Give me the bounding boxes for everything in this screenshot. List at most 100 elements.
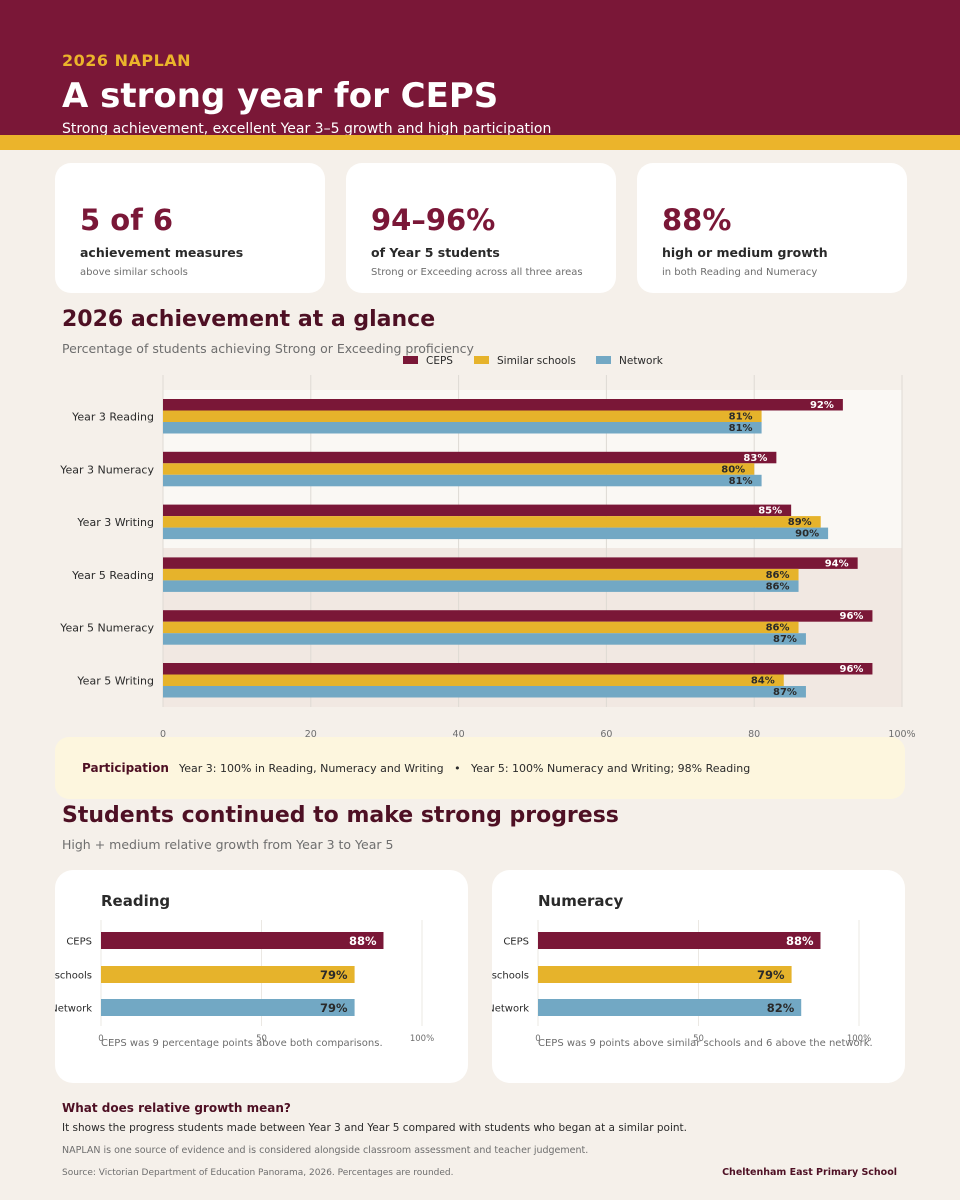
growth-card-title: Reading <box>101 892 171 910</box>
data-label: 84% <box>751 676 775 687</box>
participation-label: Participation <box>82 761 169 775</box>
x-tick-label: 0 <box>535 1034 540 1044</box>
participation-text: Year 3: 100% in Reading, Numeracy and Wr… <box>179 762 751 775</box>
bar <box>163 557 858 569</box>
x-tick-label: 60 <box>600 729 612 740</box>
bar <box>163 516 821 528</box>
growth-card-numeracy: 0 50 100% CEPS 88% Similar schools 79% Network 8… <box>492 870 905 1083</box>
growth-title: Students continued to make strong progre… <box>62 803 619 828</box>
x-tick-label: 100% <box>847 1034 871 1044</box>
bar <box>163 527 829 540</box>
data-label: 79% <box>320 968 348 982</box>
growth-card-title: Numeracy <box>538 892 624 910</box>
bar <box>538 999 802 1016</box>
bar <box>101 932 384 949</box>
data-label: 89% <box>788 517 812 528</box>
stat-value: 94–96% <box>371 203 496 237</box>
stat-note: Strong or Exceeding across all three are… <box>371 267 583 278</box>
data-label: 79% <box>320 1001 348 1015</box>
page-subtitle: Strong achievement, excellent Year 3–5 g… <box>62 121 552 137</box>
reading-growth-chart: 0 50 100% CEPS 88% Similar schools 79% Network 7… <box>55 920 434 1044</box>
achievement-title: 2026 achievement at a glance <box>62 307 436 332</box>
category-label: Network <box>55 1004 92 1015</box>
category-label: CEPS <box>503 937 529 948</box>
bar <box>163 663 873 675</box>
header-banner: 2026 NAPLAN A strong year for CEPS Stron… <box>0 0 960 137</box>
bar <box>163 621 799 634</box>
bar <box>163 451 777 464</box>
category-label: Year 5 Numeracy <box>59 622 154 635</box>
data-label: 94% <box>825 558 849 569</box>
data-label: 86% <box>766 570 790 581</box>
x-tick-label: 0 <box>160 729 166 740</box>
stat-value: 88% <box>662 203 732 237</box>
explainer-note: NAPLAN is one source of evidence and is … <box>62 1145 589 1156</box>
stat-card-achievement: 5 of 6 achievement measures above simila… <box>55 163 325 293</box>
category-label: CEPS <box>66 937 92 948</box>
data-label: 96% <box>840 664 864 675</box>
category-label: Year 3 Reading <box>71 411 154 424</box>
source-note: Source: Victorian Department of Educatio… <box>62 1168 454 1178</box>
school-name: Cheltenham East Primary School <box>722 1167 897 1178</box>
numeracy-growth-chart: 0 50 100% CEPS 88% Similar schools 79% Network 8… <box>492 920 871 1044</box>
bar <box>163 686 806 698</box>
category-label: Year 5 Writing <box>76 675 154 688</box>
x-tick-label: 100% <box>410 1034 434 1044</box>
data-label: 82% <box>767 1001 795 1015</box>
growth-card-note: CEPS was 9 percentage points above both … <box>101 1038 383 1049</box>
bar <box>163 399 843 411</box>
data-label: 80% <box>721 464 745 475</box>
data-label: 86% <box>766 581 790 592</box>
legend-swatch <box>403 356 418 364</box>
bar <box>163 422 762 434</box>
stat-label: high or medium growth <box>662 245 828 260</box>
growth-card-reading: 0 50 100% CEPS 88% Similar schools 79% Network 7… <box>55 870 468 1083</box>
stat-value: 5 of 6 <box>80 203 174 237</box>
legend-swatch <box>474 356 489 364</box>
bar <box>538 966 792 983</box>
category-label: Similar schools <box>55 971 92 982</box>
stat-label: achievement measures <box>80 245 244 260</box>
category-label: Year 3 Numeracy <box>59 463 154 476</box>
data-label: 88% <box>349 934 377 948</box>
header-stripe <box>0 135 960 150</box>
category-label: Network <box>492 1004 529 1015</box>
legend-label: CEPS <box>426 355 453 367</box>
x-tick-label: 50 <box>693 1034 704 1044</box>
bar <box>163 633 806 645</box>
stat-note: in both Reading and Numeracy <box>662 267 818 278</box>
growth-subtitle: High + medium relative growth from Year … <box>62 837 394 852</box>
category-label: Similar schools <box>492 971 529 982</box>
category-label: Year 3 Writing <box>76 516 154 529</box>
stat-label: of Year 5 students <box>371 245 500 260</box>
legend-label: Similar schools <box>497 355 576 367</box>
bar <box>163 610 873 622</box>
data-label: 96% <box>840 611 864 622</box>
explainer-title: What does relative growth mean? <box>62 1101 291 1115</box>
data-label: 88% <box>786 934 814 948</box>
x-tick-label: 40 <box>453 729 465 740</box>
stat-card-growth: 88% high or medium growth in both Readin… <box>637 163 907 293</box>
growth-card-note: CEPS was 9 points above similar schools … <box>538 1038 873 1049</box>
bar <box>101 966 355 983</box>
x-tick-label: 0 <box>98 1034 103 1044</box>
data-label: 92% <box>810 400 834 411</box>
x-tick-label: 80 <box>748 729 760 740</box>
bar <box>163 568 799 581</box>
data-label: 85% <box>758 506 782 517</box>
data-label: 90% <box>795 529 819 540</box>
legend-swatch <box>596 356 611 364</box>
explainer-text: It shows the progress students made betw… <box>62 1122 687 1134</box>
x-tick-label: 50 <box>256 1034 267 1044</box>
achievement-chart: 0 20 40 60 80 100% CEPS Similar schools Network Y… <box>59 355 915 740</box>
bar <box>163 463 755 475</box>
x-tick-label: 100% <box>888 729 915 740</box>
eyebrow: 2026 NAPLAN <box>62 51 192 70</box>
participation-banner: Participation Year 3: 100% in Reading, N… <box>55 737 905 799</box>
bar <box>163 580 799 592</box>
page-title: A strong year for CEPS <box>62 76 499 116</box>
achievement-subtitle: Percentage of students achieving Strong … <box>62 341 474 356</box>
bar <box>163 474 762 487</box>
data-label: 87% <box>773 634 797 645</box>
stat-note: above similar schools <box>80 267 188 278</box>
